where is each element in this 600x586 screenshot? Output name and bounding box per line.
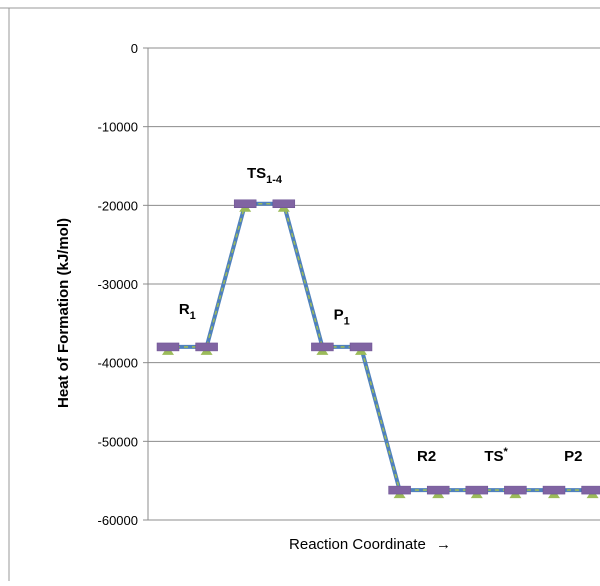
data-point-marker [465,485,489,495]
x-axis-arrow: → [436,536,451,553]
y-tick-label: -20000 [98,198,138,213]
energy-level-label: R1 [179,301,196,322]
y-tick-label: -30000 [98,277,138,292]
data-point-marker [349,342,373,352]
y-tick-label: 0 [131,41,138,56]
energy-level-label: TS* [484,446,508,465]
gridlines [147,47,600,521]
chart-border [0,7,600,581]
y-tick-label: -10000 [98,120,138,135]
x-axis-label-text: Reaction Coordinate [289,536,426,553]
data-point-marker [272,199,296,209]
energy-level-label: TS1-4 [247,165,283,186]
annotations-layer: R1 TS1-4 P1 R2 TS* P2 [179,165,583,465]
y-tick-label: -50000 [98,434,138,449]
data-point-marker [542,485,566,495]
series-line [168,201,593,493]
y-axis-label: Heat of Formation (kJ/mol) [55,218,72,408]
data-point-marker [156,342,180,352]
energy-level-label: P2 [564,448,582,465]
energy-level-label: R2 [417,448,436,465]
y-axis-ticks: 0 -10000 -20000 -30000 -40000 -50000 -60000 [98,41,148,528]
x-axis-label: Reaction Coordinate → [289,536,451,553]
y-tick-label: -40000 [98,356,138,371]
data-point-marker [233,199,257,209]
data-point-marker [581,485,600,495]
energy-level-label: P1 [334,306,350,327]
data-point-marker [311,342,334,352]
data-point-marker [388,485,411,495]
series-layer [156,199,600,499]
y-tick-label: -60000 [98,513,138,528]
data-point-marker [504,485,527,495]
data-point-marker [195,342,218,352]
data-point-marker [426,485,450,495]
